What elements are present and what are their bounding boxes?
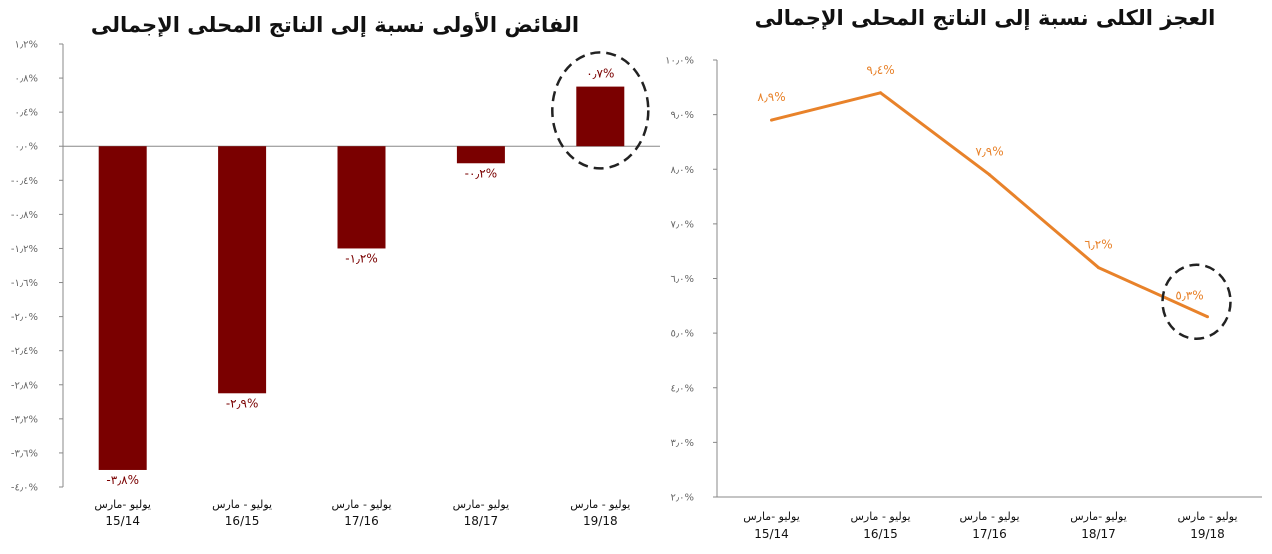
line-chart-data-label: ٧٫٩% [975, 145, 1003, 159]
line-chart-highlight-circle [1161, 263, 1232, 340]
line-chart-category-year: 19/18 [1190, 527, 1225, 541]
bar-chart-y-tick-label: -٤٫٠% [11, 483, 38, 494]
line-chart-category-label: يوليو - مارس [850, 510, 910, 523]
line-chart-data-label: ٦٫٢% [1084, 238, 1112, 252]
bar-chart-category-year: 15/14 [105, 514, 140, 528]
line-chart-y-tick-label: ٧٫٠% [670, 219, 694, 230]
bar-chart-category-label: يوليو - مارس [331, 498, 391, 511]
line-chart-series-line [771, 91, 1209, 319]
line-chart-category-year: 18/17 [1081, 527, 1116, 541]
line-chart-point [1097, 266, 1100, 270]
bar-chart-y-tick-label: -٢٫٨% [11, 380, 38, 391]
bar-chart-y-tick-label: -٢٫٠% [11, 312, 38, 323]
bar-chart-y-tick-label: ٠٫٨% [14, 74, 38, 85]
primary-surplus-bar-chart: الفائض الأولى نسبة إلى الناتج المحلى الإ… [11, 11, 660, 528]
bar-chart-data-label: -١٫٢% [345, 251, 378, 265]
bar-chart-y-tick-label: ٠٫٤% [14, 108, 38, 119]
bar-chart-title: الفائض الأولى نسبة إلى الناتج المحلى الإ… [91, 11, 579, 37]
bar-chart-category-label: يوليو -مارس [453, 498, 510, 511]
line-chart-category-year: 16/15 [863, 527, 898, 541]
bar-chart-category-year: 18/17 [464, 514, 499, 528]
line-chart-point [988, 173, 991, 177]
bar-chart-y-tick-label: -١٫٢% [11, 244, 38, 255]
bar-chart-category-label: يوليو - مارس [570, 498, 630, 511]
line-chart-y-tick-label: ١٠٫٠% [665, 56, 694, 67]
line-chart-y-tick-label: ٥٫٠% [670, 329, 694, 340]
bar-chart-y-tick-label: -٣٫٦% [11, 448, 38, 459]
bar-chart-category-year: 17/16 [344, 514, 379, 528]
bar-chart-y-tick-label: -٠٫٤% [11, 176, 38, 187]
bar-chart-data-label: ٠٫٧% [586, 67, 614, 81]
line-chart-category-year: 17/16 [972, 527, 1007, 541]
line-chart-y-tick-label: ٩٫٠% [670, 110, 694, 121]
overall-deficit-line-chart: العجز الكلى نسبة إلى الناتج المحلى الإجم… [665, 6, 1262, 541]
line-chart-category-label: يوليو -مارس [743, 510, 800, 523]
line-chart-category-label: يوليو - مارس [1177, 510, 1237, 523]
bar-chart-highlight-circle [551, 51, 650, 170]
bar-chart-y-tick-label: -٣٫٢% [11, 414, 38, 425]
bar-chart-y-tick-label: ١٫٢% [14, 40, 38, 51]
line-chart-category-year: 15/14 [754, 527, 789, 541]
bar-chart-y-tick-label: -٠٫٨% [11, 210, 38, 221]
bar-chart-category-year: 16/15 [225, 514, 260, 528]
bar-chart-data-label: -٣٫٨% [106, 473, 139, 487]
line-chart-data-label: ٩٫٤% [866, 63, 894, 77]
bar-chart-y-tick-label: -١٫٦% [11, 278, 38, 289]
line-chart-data-label: ٥٫٣% [1175, 289, 1203, 303]
bar-chart-category-label: يوليو - مارس [212, 498, 272, 511]
line-chart-data-label: ٨٫٩% [757, 90, 785, 104]
line-chart-category-label: يوليو - مارس [959, 510, 1019, 523]
bar-chart-data-label: -٢٫٩% [226, 396, 259, 410]
line-chart-point [1206, 315, 1209, 319]
bar-chart-data-label: -٠٫٢% [465, 166, 498, 180]
bar-chart-y-tick-label: ٠٫٠% [14, 142, 38, 153]
bar-chart-bar [337, 146, 386, 249]
line-chart-y-tick-label: ٣٫٠% [670, 438, 694, 449]
bar-chart-bar [456, 146, 505, 164]
line-chart-y-tick-label: ٤٫٠% [670, 383, 694, 394]
bar-chart-bar [98, 146, 147, 470]
line-chart-point [879, 91, 882, 95]
line-chart-y-tick-label: ٢٫٠% [670, 493, 694, 504]
bar-chart-category-label: يوليو -مارس [94, 498, 151, 511]
line-chart-category-label: يوليو -مارس [1070, 510, 1127, 523]
bar-chart-bar [576, 86, 625, 147]
line-chart-y-tick-label: ٨٫٠% [670, 165, 694, 176]
bar-chart-category-year: 19/18 [583, 514, 618, 528]
bar-chart-bar [218, 146, 267, 394]
bar-chart-y-tick-label: -٢٫٤% [11, 346, 38, 357]
line-chart-y-tick-label: ٦٫٠% [670, 274, 694, 285]
line-chart-point [770, 118, 773, 122]
line-chart-title: العجز الكلى نسبة إلى الناتج المحلى الإجم… [755, 6, 1216, 30]
